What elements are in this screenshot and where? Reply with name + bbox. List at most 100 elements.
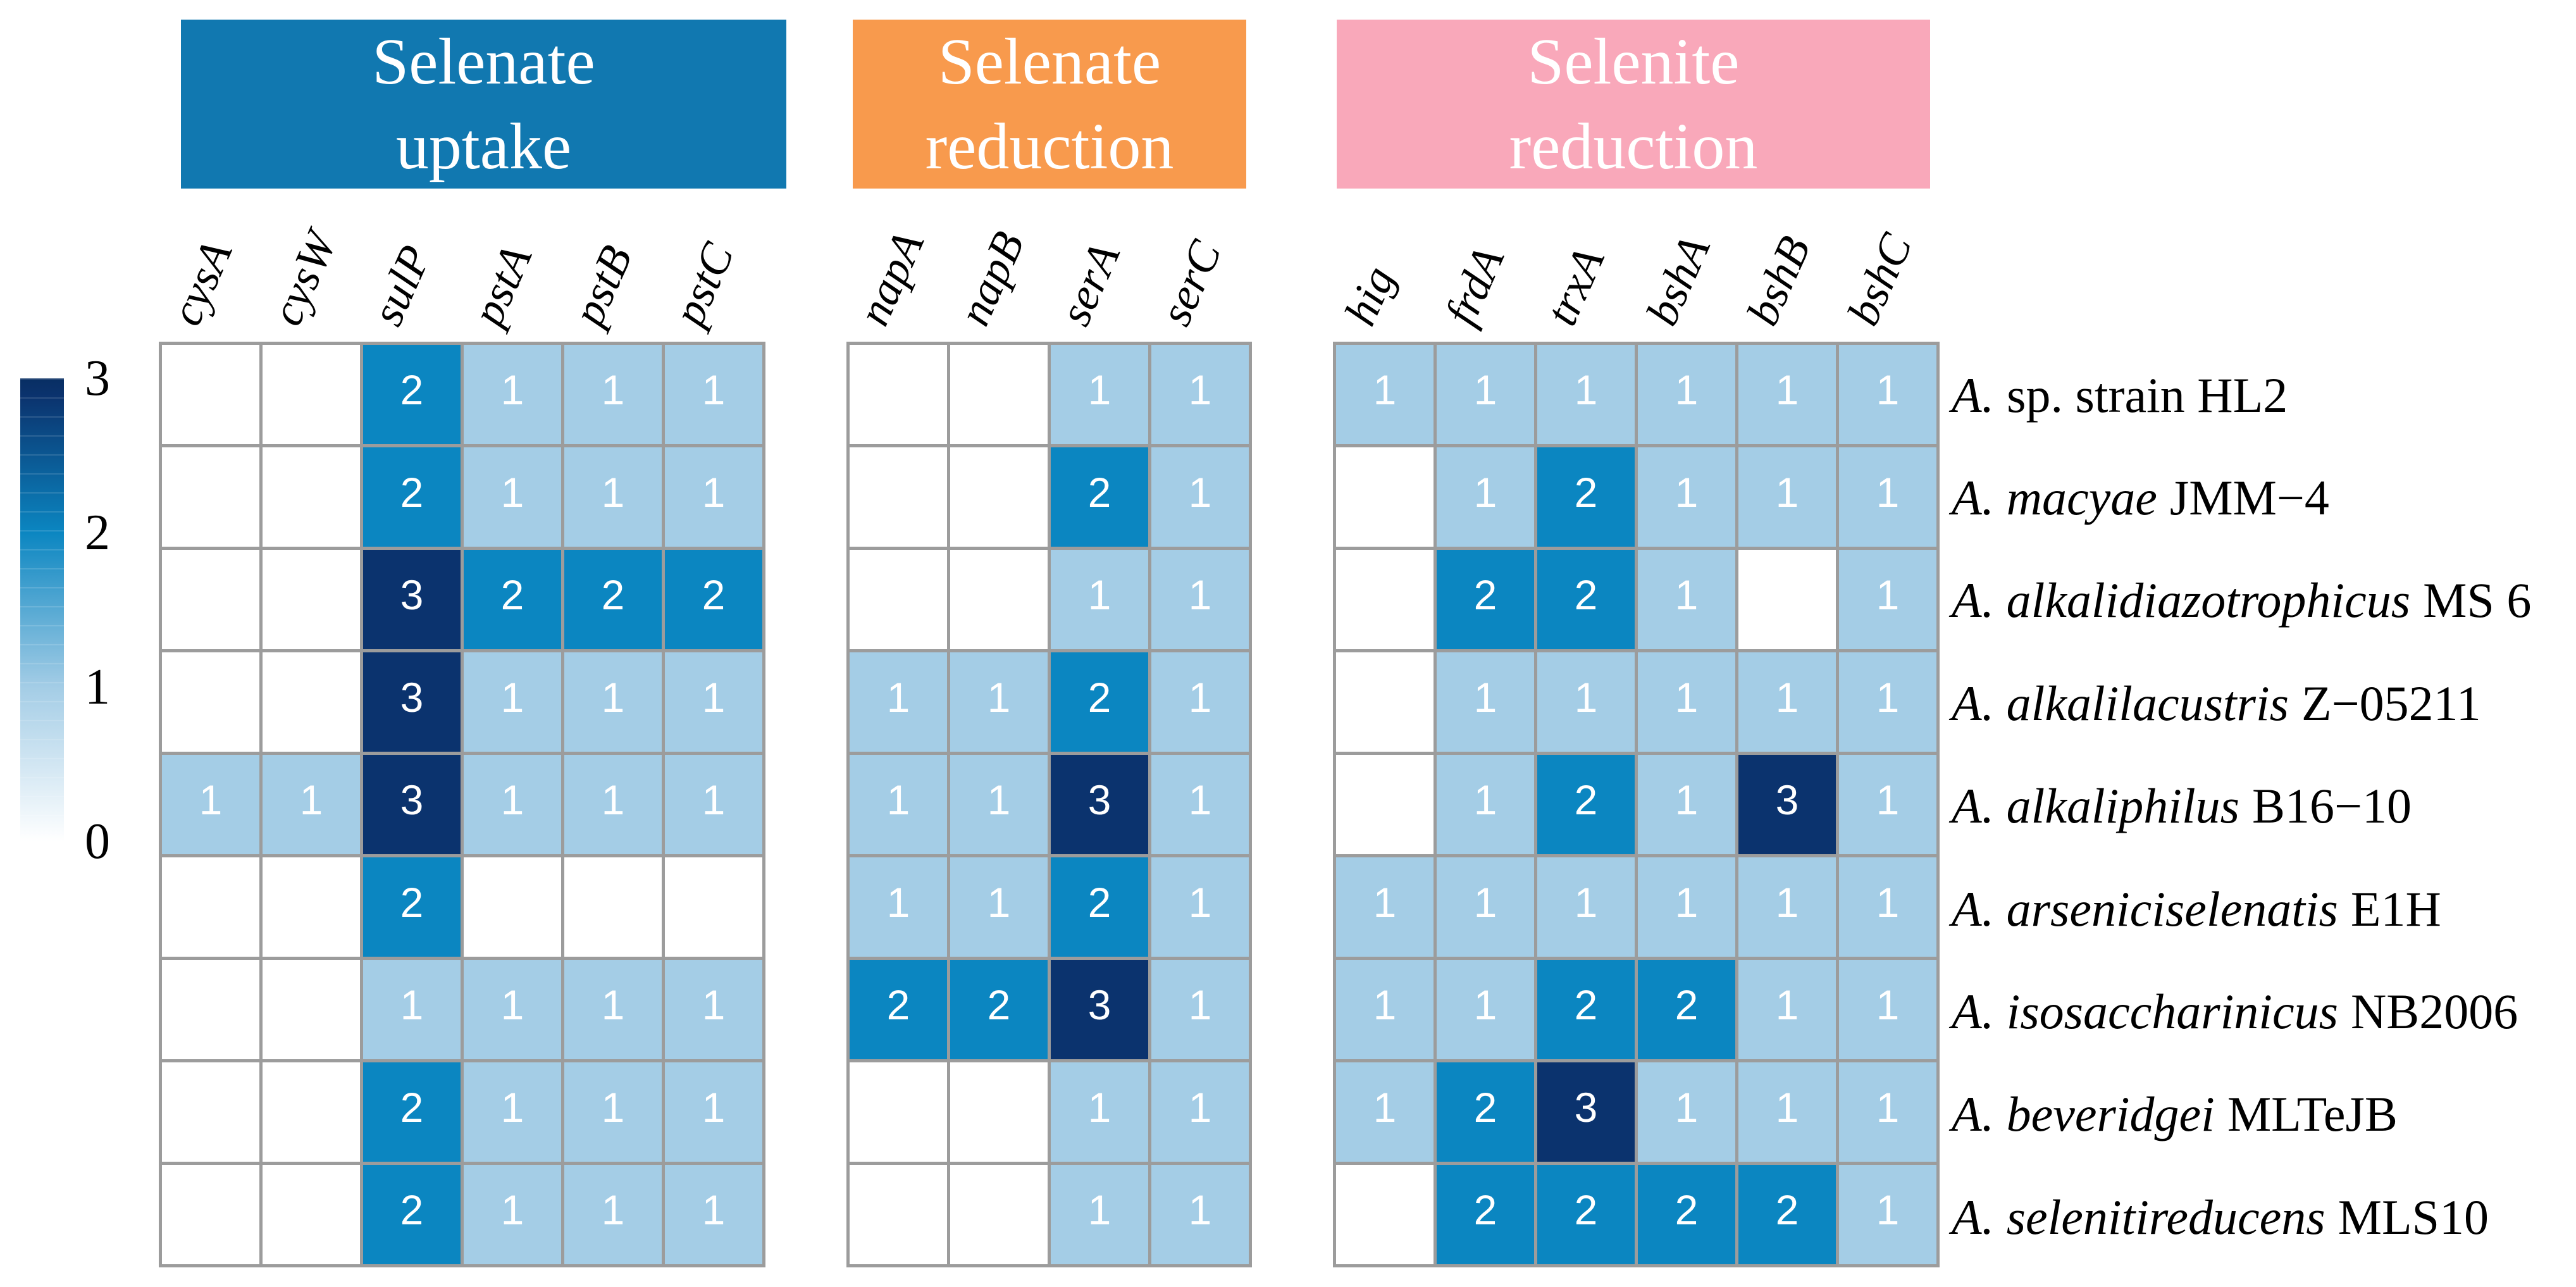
gene-label-bshC: bshC bbox=[1837, 226, 1922, 333]
heatmap-cell: 1 bbox=[1839, 755, 1936, 854]
heatmap-cell bbox=[263, 447, 360, 547]
heatmap-cell: 2 bbox=[1738, 1165, 1836, 1264]
strain-designation: E1H bbox=[2350, 881, 2441, 936]
heatmap-cell-value: 2 bbox=[400, 366, 424, 413]
heatmap-cell-value: 1 bbox=[1373, 366, 1397, 413]
heatmap-cell: 1 bbox=[263, 755, 360, 854]
heatmap-cell: 1 bbox=[950, 857, 1048, 957]
heatmap-cell bbox=[1336, 447, 1434, 547]
strain-designation: B16−10 bbox=[2251, 778, 2412, 834]
heatmap-cell-value: 1 bbox=[1473, 981, 1497, 1028]
heatmap-cell: 1 bbox=[1537, 652, 1635, 752]
heatmap-cell-value: 1 bbox=[1087, 1083, 1112, 1131]
heatmap-cell: 2 bbox=[1638, 960, 1735, 1059]
heatmap-cell bbox=[263, 345, 360, 444]
heatmap-cell: 1 bbox=[1437, 755, 1534, 854]
heatmap-cell: 3 bbox=[1738, 755, 1836, 854]
heatmap-cell-value: 1 bbox=[1373, 878, 1397, 926]
heatmap-cell bbox=[850, 345, 947, 444]
heatmap-cell bbox=[950, 345, 1048, 444]
heatmap-cell: 1 bbox=[665, 447, 762, 547]
colorbar-tick-label: 2 bbox=[85, 505, 110, 561]
gene-label-bshB: bshB bbox=[1737, 228, 1821, 333]
heatmap-cell-value: 1 bbox=[1675, 366, 1699, 413]
heatmap-cell-value: 1 bbox=[702, 981, 726, 1028]
heatmap-cell-value: 1 bbox=[886, 776, 910, 823]
heatmap-cell: 1 bbox=[1839, 652, 1936, 752]
heatmap-cell-value: 1 bbox=[1373, 1083, 1397, 1131]
heatmap-cell-value: 3 bbox=[1775, 776, 1799, 823]
heatmap-cell-value: 2 bbox=[400, 1083, 424, 1131]
gene-label-serC: serC bbox=[1149, 233, 1231, 333]
heatmap-cell: 1 bbox=[1151, 1165, 1249, 1264]
species-label: A. arseniciselenatis E1H bbox=[1952, 857, 2441, 961]
gene-label-bshA: bshA bbox=[1636, 228, 1720, 333]
heatmap-cell-value: 2 bbox=[1087, 878, 1112, 926]
gene-label-napA: napA bbox=[848, 224, 934, 333]
heatmap-cell-value: 1 bbox=[886, 878, 910, 926]
gene-label-frdA: frdA bbox=[1435, 239, 1514, 333]
heatmap-cell: 1 bbox=[464, 755, 561, 854]
heatmap-cell-value: 1 bbox=[601, 981, 625, 1028]
heatmap-cell: 1 bbox=[464, 345, 561, 444]
heatmap-cell-value: 1 bbox=[1188, 673, 1212, 721]
heatmap-cell-value: 1 bbox=[702, 366, 726, 413]
panel-title-line: Selenite bbox=[1527, 25, 1740, 98]
heatmap-cell-value: 1 bbox=[1087, 366, 1112, 413]
panel-title-line: Selenate bbox=[372, 25, 595, 98]
heatmap-cell: 1 bbox=[1738, 1062, 1836, 1162]
gene-label-sulP: sulP bbox=[361, 238, 441, 333]
heatmap-cell-value: 3 bbox=[1087, 981, 1112, 1028]
heatmap-cell bbox=[850, 447, 947, 547]
heatmap-cell-value: 1 bbox=[702, 468, 726, 516]
heatmap-cell bbox=[162, 960, 259, 1059]
heatmap-cell: 2 bbox=[1537, 1165, 1635, 1264]
heatmap-cell-value: 2 bbox=[601, 571, 625, 618]
heatmap-cell-value: 1 bbox=[702, 1083, 726, 1131]
species-name-italic: A. alkalilacustris bbox=[1952, 675, 2289, 731]
species-label: A. selenitireducens MLS10 bbox=[1952, 1166, 2489, 1269]
heatmap-cell-value: 3 bbox=[400, 776, 424, 823]
heatmap-cell-value: 1 bbox=[1775, 878, 1799, 926]
heatmap-cell bbox=[263, 652, 360, 752]
heatmap-cell bbox=[162, 447, 259, 547]
heatmap-cell: 1 bbox=[1537, 345, 1635, 444]
heatmap-cell: 2 bbox=[1437, 1062, 1534, 1162]
heatmap-cell-value: 2 bbox=[1574, 571, 1598, 618]
gene-label-hig: hig bbox=[1334, 259, 1405, 333]
heatmap-cell-value: 2 bbox=[1087, 468, 1112, 516]
heatmap-cell-value: 1 bbox=[1876, 878, 1900, 926]
heatmap-cell-value: 1 bbox=[1188, 1186, 1212, 1233]
heatmap-cell: 1 bbox=[850, 857, 947, 957]
heatmap-cell-value: 1 bbox=[1188, 878, 1212, 926]
strain-designation: NB2006 bbox=[2350, 983, 2518, 1039]
heatmap-grid: 1 1 1 1 1 1 1 2 1 1 1 2 2 1 1 1 1 1 1 1 1 2 1 3 1 1 1 1 1 1 1 1 1 2 2 1 1 1 2 3… bbox=[1333, 342, 1940, 1267]
species-label: A. sp. strain HL2 bbox=[1952, 344, 2288, 447]
gene-label-trxA: trxA bbox=[1535, 240, 1614, 333]
heatmap-cell bbox=[950, 447, 1048, 547]
heatmap-cell: 1 bbox=[464, 1062, 561, 1162]
heatmap-cell bbox=[162, 1062, 259, 1162]
heatmap-cell bbox=[950, 1062, 1048, 1162]
species-label: A. beveridgei MLTeJB bbox=[1952, 1063, 2398, 1166]
heatmap-cell-value: 1 bbox=[1188, 468, 1212, 516]
heatmap-cell: 1 bbox=[1437, 345, 1534, 444]
heatmap-cell-value: 1 bbox=[601, 673, 625, 721]
heatmap-cell-value: 1 bbox=[702, 776, 726, 823]
heatmap-cell: 1 bbox=[1336, 345, 1434, 444]
heatmap-cell-value: 1 bbox=[1675, 468, 1699, 516]
heatmap-cell-value: 1 bbox=[601, 366, 625, 413]
heatmap-cell bbox=[850, 1165, 947, 1264]
gene-label-serA: serA bbox=[1049, 235, 1130, 333]
heatmap-cell bbox=[850, 1062, 947, 1162]
heatmap-cell: 1 bbox=[1051, 345, 1148, 444]
heatmap-cell: 2 bbox=[464, 550, 561, 649]
species-label: A. alkaliphilus B16−10 bbox=[1952, 755, 2412, 858]
heatmap-cell: 2 bbox=[363, 1062, 461, 1162]
heatmap-cell-value: 1 bbox=[601, 776, 625, 823]
heatmap-cell-value: 1 bbox=[987, 776, 1011, 823]
heatmap-grid: 1 1 2 1 1 1 1 1 2 1 1 1 3 1 1 1 2 1 2 2 3 1 1 1 1 1 bbox=[846, 342, 1252, 1267]
heatmap-cell: 1 bbox=[1336, 857, 1434, 957]
heatmap-cell-value: 2 bbox=[886, 981, 910, 1028]
